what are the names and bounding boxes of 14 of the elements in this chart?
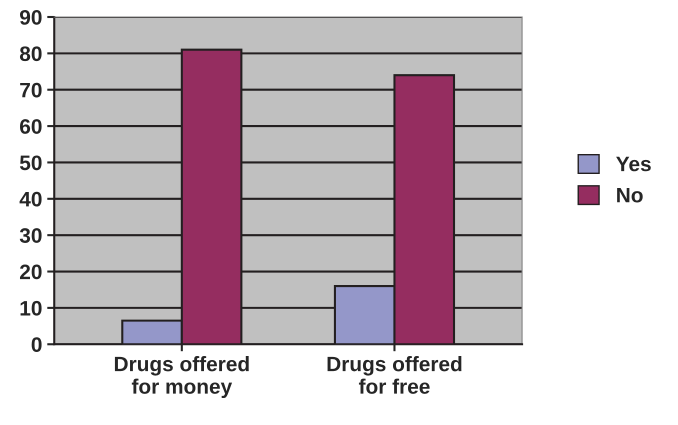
y-tick-label: 20 [20, 264, 42, 280]
y-tick-label: 60 [20, 119, 42, 134]
legend-label: No [617, 188, 643, 202]
x-tick-label: Drugs offered for free [328, 356, 462, 394]
y-tick-label: 90 [20, 10, 42, 25]
y-tick-label: 0 [32, 337, 42, 352]
y-tick-label: 30 [20, 228, 42, 243]
y-tick-label: 80 [20, 46, 42, 62]
y-tick-label: 10 [20, 300, 42, 316]
y-tick-label: 50 [20, 155, 42, 170]
x-tick-label: Drugs offered for money [114, 356, 249, 398]
y-tick-label: 40 [20, 192, 42, 207]
y-tick-label: 70 [20, 82, 42, 98]
legend-label: Yes [616, 156, 651, 172]
